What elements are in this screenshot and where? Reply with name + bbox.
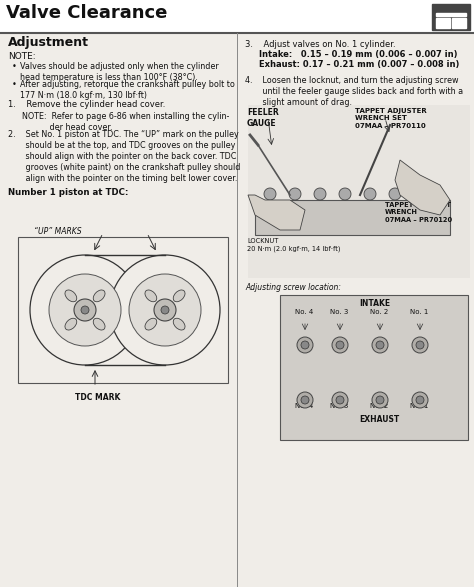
- Ellipse shape: [145, 290, 157, 302]
- Ellipse shape: [93, 290, 105, 302]
- Text: After adjusting, retorque the crankshaft pulley bolt to
177 N·m (18.0 kgf·m, 130: After adjusting, retorque the crankshaft…: [20, 80, 235, 100]
- Circle shape: [372, 392, 388, 408]
- Circle shape: [110, 255, 220, 365]
- Circle shape: [332, 392, 348, 408]
- Text: TAPPET LOCKNUT
WRENCH
07MAA – PR70120: TAPPET LOCKNUT WRENCH 07MAA – PR70120: [385, 202, 452, 223]
- Text: LOCKNUT
20 N·m (2.0 kgf·m, 14 lbf·ft): LOCKNUT 20 N·m (2.0 kgf·m, 14 lbf·ft): [247, 238, 340, 252]
- Circle shape: [301, 396, 309, 404]
- Text: 4.    Loosen the locknut, and turn the adjusting screw
       until the feeler g: 4. Loosen the locknut, and turn the adju…: [245, 76, 463, 107]
- Circle shape: [154, 299, 176, 321]
- Circle shape: [364, 188, 376, 200]
- Circle shape: [376, 341, 384, 349]
- Text: 2.    Set No. 1 piston at TDC. The “UP” mark on the pulley
       should be at t: 2. Set No. 1 piston at TDC. The “UP” mar…: [8, 130, 240, 183]
- Text: No. 4: No. 4: [295, 309, 313, 315]
- Circle shape: [372, 337, 388, 353]
- Text: EXHAUST: EXHAUST: [359, 415, 399, 424]
- Bar: [18, 237, 228, 383]
- Circle shape: [332, 337, 348, 353]
- Circle shape: [74, 299, 96, 321]
- Text: No. 1: No. 1: [410, 309, 428, 315]
- Bar: [436, 13, 466, 16]
- Text: No. 2: No. 2: [370, 403, 388, 409]
- Circle shape: [297, 392, 313, 408]
- Text: Adjustment: Adjustment: [8, 36, 89, 49]
- Text: Exhaust: 0.17 – 0.21 mm (0.007 – 0.008 in): Exhaust: 0.17 – 0.21 mm (0.007 – 0.008 i…: [259, 60, 459, 69]
- Text: “UP” MARKS: “UP” MARKS: [34, 227, 82, 236]
- Text: No. 3: No. 3: [330, 309, 348, 315]
- Polygon shape: [395, 160, 450, 215]
- Text: No. 4: No. 4: [295, 403, 313, 409]
- Text: 3.    Adjust valves on No. 1 cylinder.: 3. Adjust valves on No. 1 cylinder.: [245, 40, 396, 49]
- Circle shape: [416, 341, 424, 349]
- Circle shape: [301, 341, 309, 349]
- Circle shape: [339, 188, 351, 200]
- Circle shape: [161, 306, 169, 314]
- Text: TAPPET ADJUSTER
WRENCH SET
07MAA – PR70110: TAPPET ADJUSTER WRENCH SET 07MAA – PR701…: [355, 108, 427, 129]
- Ellipse shape: [65, 290, 77, 302]
- Text: •: •: [12, 80, 17, 89]
- Text: 1.    Remove the cylinder head cover.: 1. Remove the cylinder head cover.: [8, 100, 165, 109]
- Circle shape: [389, 188, 401, 200]
- Bar: [280, 295, 468, 440]
- Circle shape: [314, 188, 326, 200]
- Text: Valves should be adjusted only when the cylinder
head temperature is less than 1: Valves should be adjusted only when the …: [20, 62, 219, 82]
- Ellipse shape: [93, 318, 105, 330]
- Circle shape: [30, 255, 140, 365]
- Circle shape: [81, 306, 89, 314]
- Bar: [255, 200, 450, 235]
- Circle shape: [416, 396, 424, 404]
- Bar: [0, 0, 474, 32]
- Ellipse shape: [173, 290, 185, 302]
- Text: NOTE:  Refer to page 6-86 when installing the cylin-
           der head cover.: NOTE: Refer to page 6-86 when installing…: [22, 112, 229, 132]
- Text: No. 3: No. 3: [330, 403, 348, 409]
- Bar: [432, 4, 470, 30]
- Text: FEELER
GAUGE: FEELER GAUGE: [247, 108, 279, 128]
- Circle shape: [336, 396, 344, 404]
- Ellipse shape: [145, 318, 157, 330]
- Circle shape: [289, 188, 301, 200]
- Circle shape: [412, 392, 428, 408]
- Bar: [248, 105, 470, 278]
- Text: Number 1 piston at TDC:: Number 1 piston at TDC:: [8, 188, 128, 197]
- Bar: [436, 18, 450, 28]
- Ellipse shape: [65, 318, 77, 330]
- Circle shape: [264, 188, 276, 200]
- Circle shape: [336, 341, 344, 349]
- Text: INTAKE: INTAKE: [359, 299, 390, 308]
- Text: Adjusting screw location:: Adjusting screw location:: [245, 283, 341, 292]
- Circle shape: [297, 337, 313, 353]
- Text: No. 2: No. 2: [370, 309, 388, 315]
- Bar: [452, 18, 466, 28]
- Circle shape: [49, 274, 121, 346]
- Ellipse shape: [173, 318, 185, 330]
- Circle shape: [376, 396, 384, 404]
- Text: NOTE:: NOTE:: [8, 52, 36, 61]
- Text: No. 1: No. 1: [410, 403, 428, 409]
- Circle shape: [412, 337, 428, 353]
- Text: Valve Clearance: Valve Clearance: [6, 4, 167, 22]
- Text: TDC MARK: TDC MARK: [75, 393, 120, 402]
- Circle shape: [129, 274, 201, 346]
- Text: •: •: [12, 62, 17, 71]
- Polygon shape: [248, 195, 305, 230]
- Circle shape: [414, 188, 426, 200]
- Text: Intake:   0.15 – 0.19 mm (0.006 – 0.007 in): Intake: 0.15 – 0.19 mm (0.006 – 0.007 in…: [259, 50, 457, 59]
